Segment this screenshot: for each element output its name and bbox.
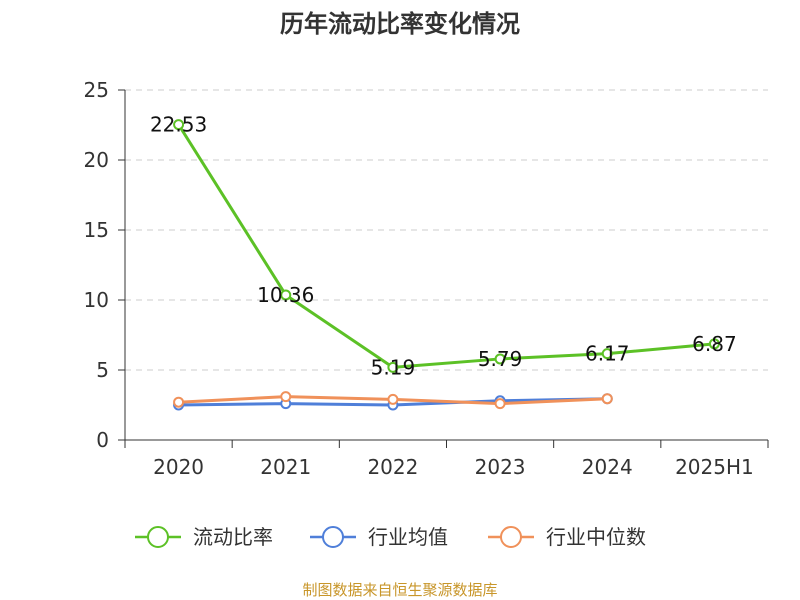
data-point [601, 348, 613, 360]
legend-marker [322, 526, 344, 548]
data-label: 22.53 [150, 113, 207, 137]
data-label: 6.87 [692, 332, 737, 356]
chart-title: 历年流动比率变化情况 [280, 10, 520, 38]
data-point [494, 353, 506, 365]
legend-label: 行业中位数 [546, 525, 646, 549]
y-tick-label: 25 [84, 78, 109, 102]
legend-label: 流动比率 [193, 525, 273, 549]
legend-marker [147, 526, 169, 548]
y-tick-label: 15 [84, 218, 109, 242]
data-point [708, 338, 720, 350]
data-point [494, 398, 506, 410]
source-note: 制图数据来自恒生聚源数据库 [302, 581, 497, 599]
y-tick-label: 10 [84, 288, 109, 312]
y-tick-label: 5 [96, 358, 109, 382]
legend: 流动比率 行业均值 行业中位数 [135, 525, 646, 549]
series-layer [173, 119, 720, 411]
data-label: 5.19 [371, 355, 416, 379]
series-line-0 [177, 123, 715, 369]
x-tick-label: 2023 [475, 455, 526, 479]
y-tick-label: 20 [84, 148, 109, 172]
x-tick-label: 2022 [367, 455, 418, 479]
data-label: 10.36 [257, 283, 314, 307]
legend-marker [500, 526, 522, 548]
data-point [601, 393, 613, 405]
data-point [173, 119, 185, 131]
x-tick-label: 2020 [153, 455, 204, 479]
x-tick-label: 2024 [582, 455, 633, 479]
data-point [280, 289, 292, 301]
data-point [280, 391, 292, 403]
data-label: 6.17 [585, 342, 630, 366]
axes: 0 5 10 15 20 25 2020 2021 2022 2023 2024 2025H1 [84, 78, 769, 479]
data-labels: 22.53 10.36 5.19 5.79 6.17 6.87 [150, 113, 737, 380]
x-tick-label: 2021 [260, 455, 311, 479]
legend-label: 行业均值 [368, 525, 448, 549]
data-label: 5.79 [478, 347, 523, 371]
data-point [387, 361, 399, 373]
y-tick-label: 0 [96, 428, 109, 452]
grid-lines [125, 89, 768, 371]
x-tick-label: 2025H1 [675, 455, 754, 479]
data-point [173, 396, 185, 408]
data-point [387, 393, 399, 405]
